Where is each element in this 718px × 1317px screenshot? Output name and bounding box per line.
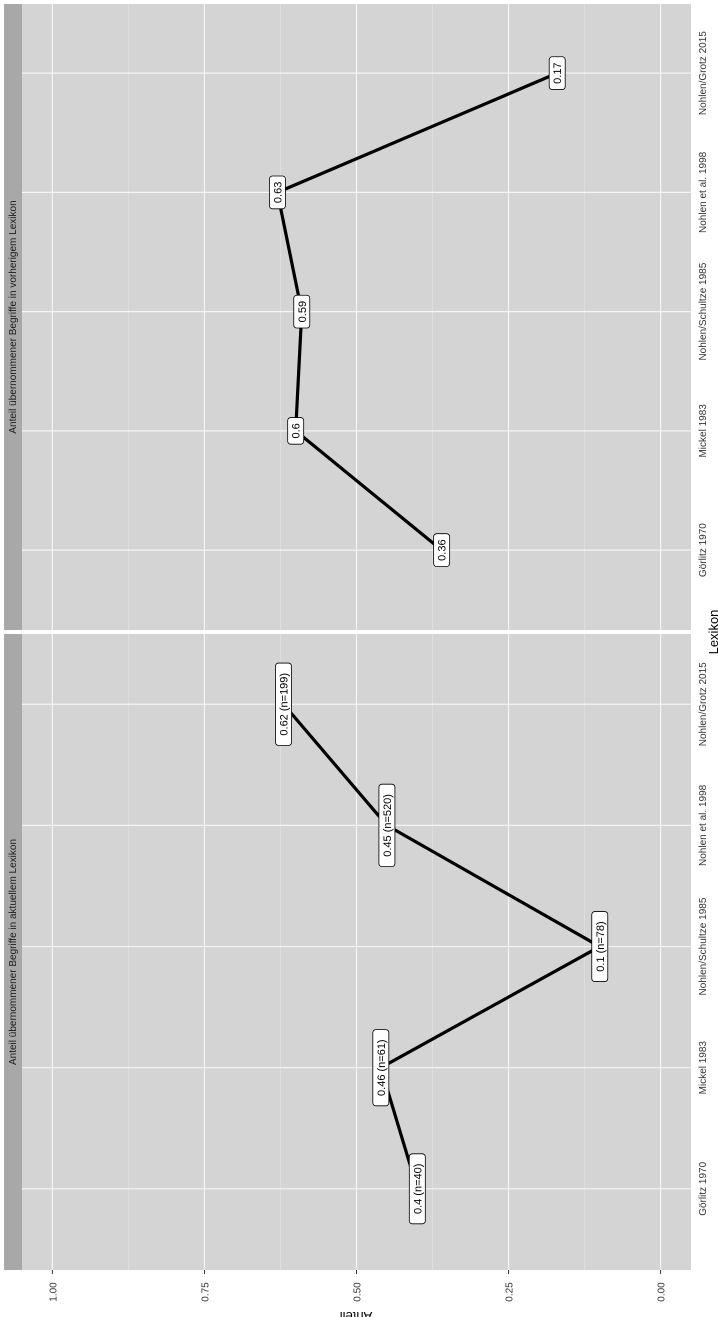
x-tick-label: Nohlen et al. 1998 <box>698 784 709 866</box>
x-tick-label: Nohlen et al. 1998 <box>698 151 709 233</box>
data-label-text: 0.45 (n=520) <box>382 794 394 857</box>
x-tick-label: Görlitz 1970 <box>698 523 709 577</box>
data-label: 0.63 <box>269 175 286 210</box>
x-tick-label: Nohlen/Grotz 2015 <box>698 31 709 115</box>
data-label: 0.6 <box>287 417 305 445</box>
x-tick-label: Mickel 1983 <box>698 404 709 458</box>
data-label: 0.45 (n=520) <box>378 783 396 868</box>
data-label: 0.62 (n=199) <box>275 662 292 746</box>
panel-1-title: Anteil übernommener Begriffe in aktuelle… <box>8 839 19 1065</box>
data-label-text: 0.46 (n=61) <box>376 1039 388 1096</box>
y-tick-label: 0.75 <box>200 1282 211 1302</box>
data-label-text: 0.17 <box>552 62 564 83</box>
plot-area <box>4 4 691 1270</box>
x-tick-label: Nohlen/Schultze 1985 <box>698 897 709 995</box>
data-label-text: 0.4 (n=40) <box>412 1164 424 1214</box>
x-tick-label: Mickel 1983 <box>698 1041 709 1095</box>
y-tick-label: 0.50 <box>353 1282 364 1302</box>
y-tick-label: 1.00 <box>48 1282 59 1302</box>
data-label-box <box>287 417 305 445</box>
data-label-box <box>293 294 311 329</box>
data-label-text: 0.6 <box>291 423 303 438</box>
data-label-text: 0.63 <box>272 182 284 203</box>
panel-1-strip <box>4 634 22 1270</box>
data-labels: 0.4 (n=40) 0.46 (n=61) 0.1 (n=78) 0.45 (n=5… <box>269 56 609 1225</box>
data-label-box <box>433 533 451 567</box>
data-label: 0.4 (n=40) <box>408 1153 426 1225</box>
data-label-box <box>372 1029 390 1107</box>
panel-2-grid <box>22 4 691 630</box>
tick-labels: Görlitz 1970 Mickel 1983 Nohlen/Schultze 1… <box>48 31 709 1302</box>
y-axis-title: Anteil <box>340 1309 373 1317</box>
panel-2-title: Anteil übernommener Begriffe in vorherig… <box>8 200 19 433</box>
data-label-text: 0.59 <box>297 301 309 322</box>
data-label-box <box>275 662 292 746</box>
data-label-box <box>269 175 286 210</box>
data-label-box <box>378 783 396 868</box>
data-label: 0.17 <box>548 56 566 90</box>
x-axis-title: Lexikon <box>706 610 718 655</box>
data-label-box <box>591 911 609 982</box>
y-tick-label: 0.00 <box>657 1282 668 1302</box>
data-label: 0.36 <box>433 533 451 567</box>
data-label: 0.1 (n=78) <box>591 911 609 982</box>
panel-2-strip <box>4 4 22 630</box>
data-label-box <box>408 1153 426 1225</box>
data-label: 0.46 (n=61) <box>372 1029 390 1107</box>
y-tick-label: 0.25 <box>505 1282 516 1302</box>
x-tick-label: Nohlen/Grotz 2015 <box>698 662 709 746</box>
data-label-text: 0.36 <box>437 539 449 560</box>
panel-1-grid <box>22 634 691 1270</box>
data-label-box <box>548 56 566 90</box>
data-label-text: 0.62 (n=199) <box>279 673 291 736</box>
x-tick-label: Nohlen/Schultze 1985 <box>698 262 709 360</box>
data-label-text: 0.1 (n=78) <box>595 921 607 971</box>
data-label: 0.59 <box>293 294 311 329</box>
x-tick-label: Görlitz 1970 <box>698 1161 709 1215</box>
